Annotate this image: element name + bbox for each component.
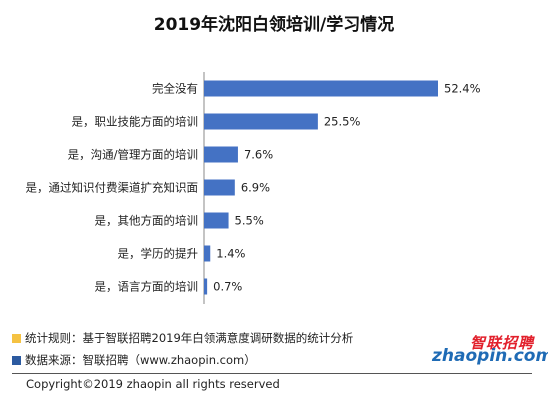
data-source-text: 数据来源：智联招聘（www.zhaopin.com） <box>25 353 256 367</box>
yellow-square-icon <box>12 334 21 343</box>
category-label: 是，通过知识付费渠道扩充知识面 <box>26 181 199 195</box>
bar <box>204 212 229 229</box>
chart-title: 2019年沈阳白领培训/学习情况 <box>153 15 395 35</box>
bar <box>204 245 211 262</box>
data-source-note: 数据来源：智联招聘（www.zhaopin.com） <box>12 352 256 368</box>
bar <box>204 80 438 97</box>
copyright-text: Copyright©2019 zhaopin all rights reserv… <box>26 377 280 391</box>
bar <box>204 278 208 295</box>
value-label: 6.9% <box>241 181 270 195</box>
bar <box>204 113 318 130</box>
value-label: 25.5% <box>324 115 361 129</box>
value-label: 7.6% <box>244 148 273 162</box>
blue-square-icon <box>12 356 21 365</box>
category-label: 是，学历的提升 <box>118 247 199 261</box>
category-label: 是，职业技能方面的培训 <box>72 115 199 129</box>
category-label: 是，沟通/管理方面的培训 <box>68 148 198 162</box>
category-label: 完全没有 <box>152 82 198 96</box>
bar <box>204 146 238 163</box>
value-label: 5.5% <box>235 214 264 228</box>
value-label: 0.7% <box>213 280 242 294</box>
logo-en-text: zhaopin.com <box>432 346 548 366</box>
bar-chart: 完全没有 52.4% 是，职业技能方面的培训 25.5% 是，沟通/管理方面的培训 7.6… <box>26 72 481 304</box>
value-label: 1.4% <box>216 247 245 261</box>
stat-rule-text: 统计规则：基于智联招聘2019年白领满意度调研数据的统计分析 <box>25 331 354 345</box>
category-label: 是，其他方面的培训 <box>95 214 199 228</box>
logo-cn-text: 智联招聘 <box>469 334 534 352</box>
footer-divider <box>12 373 532 374</box>
stat-rule-note: 统计规则：基于智联招聘2019年白领满意度调研数据的统计分析 <box>12 330 353 346</box>
category-label: 是，语言方面的培训 <box>95 280 199 294</box>
zhaopin-logo: 智联招聘 zhaopin.com <box>428 332 548 368</box>
bar <box>204 179 235 196</box>
value-label: 52.4% <box>444 82 481 96</box>
